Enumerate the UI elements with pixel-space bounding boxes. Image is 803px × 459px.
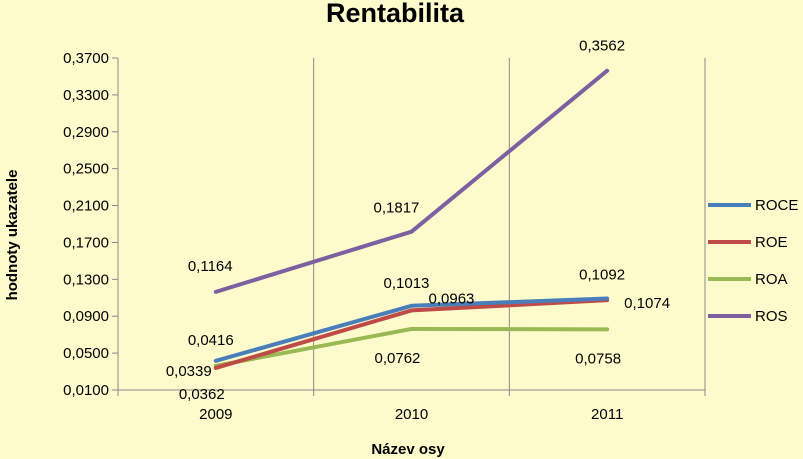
- data-label-ros: 0,1164: [188, 258, 233, 275]
- x-axis-title: Název osy: [371, 441, 445, 458]
- data-labels: 0,0416 0,1013 0,1092 0,0339 0,0963 0,1074 0,03…: [166, 38, 670, 403]
- y-tick-label: 0,2100: [63, 198, 109, 215]
- y-tick-label: 0,3700: [63, 50, 109, 67]
- grid: [313, 58, 706, 390]
- legend-label-ros: ROS: [755, 308, 788, 325]
- axes: 0,0100 0,0500 0,0900 0,1300 0,1700 0,2100 0,25…: [63, 50, 706, 423]
- y-tick-label: 0,0500: [63, 345, 109, 362]
- series-line-roce: [213, 296, 610, 363]
- legend-label-roce: ROCE: [755, 197, 798, 214]
- y-tick-label: 0,3300: [63, 87, 109, 104]
- y-tick-label: 0,1700: [63, 234, 109, 251]
- data-label-roe: 0,0339: [166, 363, 212, 380]
- data-label-ros: 0,3562: [579, 38, 625, 55]
- series-line-roe: [213, 298, 610, 370]
- data-label-roa: 0,0362: [179, 386, 225, 403]
- y-axis-title: hodnoty ukazatele: [4, 170, 21, 301]
- series-line-roa: [213, 326, 610, 368]
- y-tick-label: 0,1300: [63, 271, 109, 288]
- x-tick-label: 2011: [591, 406, 623, 423]
- y-tick-label: 0,0900: [63, 308, 109, 325]
- x-tick-label: 2010: [395, 406, 428, 423]
- series-line-ros: [213, 68, 610, 294]
- data-label-roce: 0,0416: [188, 332, 234, 349]
- legend-label-roa: ROA: [755, 271, 788, 288]
- chart-title: Rentabilita: [326, 0, 465, 28]
- data-label-roe: 0,0963: [429, 290, 475, 307]
- x-tick-label: 2009: [199, 406, 232, 423]
- data-label-ros: 0,1817: [374, 200, 420, 217]
- data-label-roa: 0,0758: [575, 350, 621, 367]
- y-tick-label: 0,2900: [63, 124, 109, 141]
- series: [213, 68, 610, 370]
- legend: ROCE ROE ROA ROS: [708, 197, 798, 325]
- y-tick-label: 0,0100: [63, 382, 109, 399]
- data-label-roce: 0,1092: [579, 267, 625, 284]
- data-label-roe: 0,1074: [624, 295, 670, 312]
- legend-label-roe: ROE: [755, 234, 788, 251]
- data-label-roce: 0,1013: [384, 275, 430, 292]
- data-label-roa: 0,0762: [375, 350, 421, 367]
- y-tick-label: 0,2500: [63, 161, 109, 178]
